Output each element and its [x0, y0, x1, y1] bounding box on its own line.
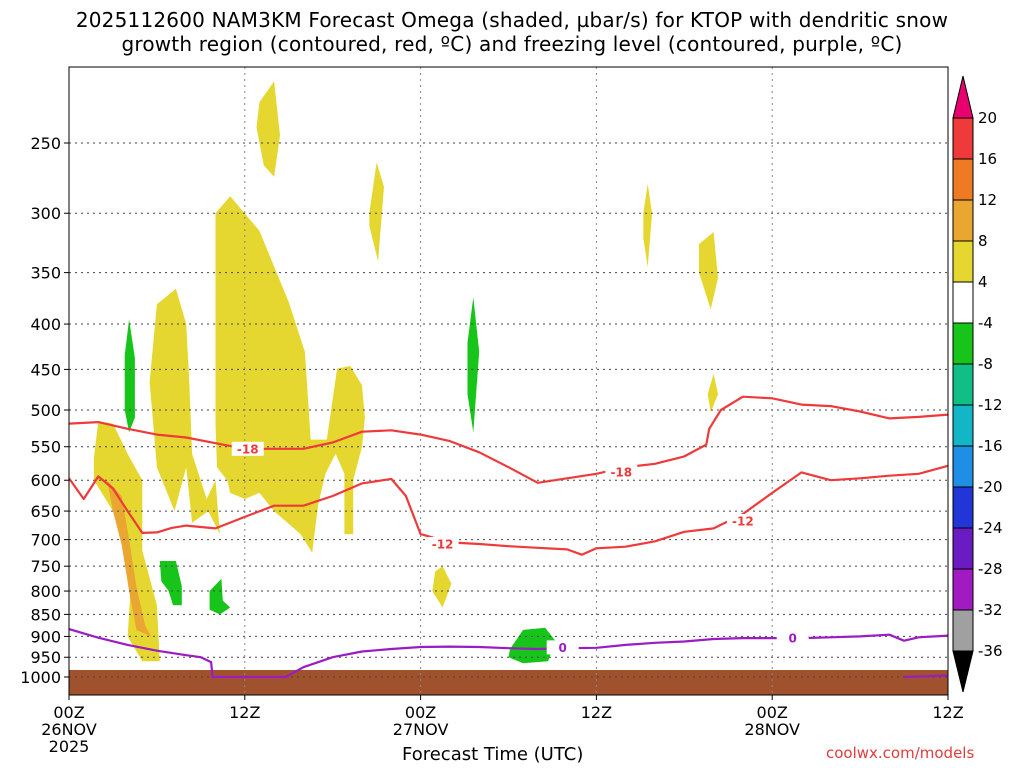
omega-region [256, 81, 280, 177]
contour-line [903, 674, 949, 679]
colorbar-bin [952, 240, 974, 283]
contour-label-bg [426, 536, 459, 551]
y-tick-label: 400 [30, 315, 61, 334]
x-tick-label: 00Z [405, 703, 436, 722]
y-tick-label: 700 [30, 531, 61, 550]
contour-label-bg [546, 640, 579, 655]
omega-region [215, 196, 365, 553]
omega-region [107, 480, 151, 637]
x-tick-label: 00Z [53, 703, 84, 722]
colorbar-label: -36 [978, 642, 1003, 660]
colorbar-bin [952, 363, 974, 406]
colorbar: 20 16 12 8 4 -4 -8 -12 -16 -20 -24 -28 -32 -36 [952, 75, 1003, 693]
chart-title-line-1: 2025112600 NAM3KM Forecast Omega (shaded… [75, 8, 949, 32]
contour-line [68, 395, 949, 484]
omega-region [369, 162, 384, 262]
omega-region [643, 183, 653, 268]
y-tick-label: 650 [30, 502, 61, 521]
y-axis: 250 300 350 400 450 500 550 600 650 700 750 800 850 9… [20, 134, 69, 687]
contour-label: -12 [732, 515, 754, 529]
colorbar-bottom-arrow [952, 650, 974, 693]
chart-title-line-2: growth region (contoured, red, ºC) and f… [121, 32, 903, 56]
omega-region [149, 288, 220, 535]
colorbar-label: -8 [978, 355, 993, 373]
y-tick-label: 450 [30, 360, 61, 379]
colorbar-label: 8 [978, 232, 988, 250]
credit-text: coolwx.com/models [826, 744, 975, 762]
colorbar-label: -12 [978, 396, 1003, 414]
y-tick-label: 1000 [20, 668, 61, 687]
omega-region [467, 297, 480, 433]
colorbar-bin [952, 568, 974, 611]
colorbar-label: 16 [978, 150, 997, 168]
y-tick-label: 250 [30, 134, 61, 153]
colorbar-bin [952, 486, 974, 529]
plot-area [69, 67, 948, 695]
x-tick-label: 2025 [49, 737, 90, 756]
colorbar-label: -24 [978, 519, 1003, 537]
contour-label: 0 [789, 632, 797, 646]
x-tick-label: 26NOV [41, 720, 97, 739]
y-tick-label: 350 [30, 264, 61, 283]
colorbar-label: -4 [978, 314, 993, 332]
y-tick-label: 950 [30, 648, 61, 667]
colorbar-label: 20 [978, 109, 997, 127]
contour-line [68, 628, 949, 679]
contour-label: -18 [237, 442, 259, 456]
y-tick-label: 750 [30, 557, 61, 576]
contour-label: 0 [559, 641, 567, 655]
y-tick-label: 850 [30, 605, 61, 624]
contour-label-bg [605, 464, 638, 479]
colorbar-top-arrow [952, 75, 974, 119]
contour-label: -12 [432, 537, 454, 551]
colorbar-bin [952, 527, 974, 570]
y-tick-label: 550 [30, 438, 61, 457]
x-axis-title: Forecast Time (UTC) [402, 744, 584, 765]
colorbar-label: -16 [978, 437, 1003, 455]
colorbar-label: 12 [978, 191, 997, 209]
colorbar-bin [952, 404, 974, 447]
plot-frame [68, 66, 949, 696]
x-tick-label: 27NOV [393, 720, 449, 739]
omega-region [159, 561, 182, 606]
omega-region [209, 578, 231, 615]
ground-layer [69, 670, 948, 695]
ground-fill [69, 670, 948, 695]
omega-region [432, 566, 452, 608]
colorbar-label: -20 [978, 478, 1003, 496]
y-tick-label: 800 [30, 582, 61, 601]
colorbar-bin [952, 609, 974, 652]
y-tick-label: 900 [30, 627, 61, 646]
colorbar-label: -32 [978, 601, 1003, 619]
x-tick-label: 12Z [932, 703, 963, 722]
colorbar-bin [952, 199, 974, 242]
colorbar-bin [952, 158, 974, 201]
colorbar-bin [952, 117, 974, 160]
colorbar-label: -28 [978, 560, 1003, 578]
x-tick-label: 00Z [757, 703, 788, 722]
y-tick-label: 300 [30, 204, 61, 223]
contour-label: -18 [610, 465, 632, 479]
contour-label-bg [776, 631, 809, 646]
contour-label-bg [231, 441, 264, 456]
colorbar-bin [952, 322, 974, 365]
colorbar-bin [952, 281, 974, 324]
y-tick-label: 600 [30, 471, 61, 490]
x-tick-label: 28NOV [744, 720, 800, 739]
colorbar-label: 4 [978, 273, 988, 291]
omega-region [699, 232, 718, 310]
grid-lines [69, 67, 948, 695]
contour-label-bg [726, 514, 759, 529]
x-tick-label: 12Z [229, 703, 260, 722]
omega-region [707, 373, 718, 413]
y-tick-label: 500 [30, 401, 61, 420]
contour-labels: -18 -18 -12 -12 0 0 [231, 441, 809, 655]
omega-shading [93, 81, 718, 664]
colorbar-bin [952, 445, 974, 488]
omega-region [124, 319, 135, 433]
x-tick-label: 12Z [581, 703, 612, 722]
